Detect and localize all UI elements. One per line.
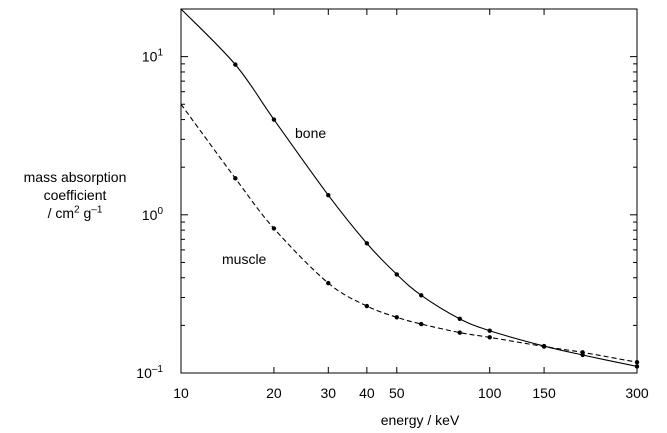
series-line-muscle — [180, 103, 638, 363]
data-point-bone — [326, 193, 331, 198]
data-point-bone — [364, 241, 370, 246]
data-point-muscle — [457, 330, 462, 335]
x-tick-label: 30 — [321, 385, 337, 401]
series-group — [180, 8, 640, 369]
series-label-bone: bone — [295, 125, 326, 141]
y-axis-label-line3: / cm2 g–1 — [47, 204, 103, 221]
data-point-muscle — [394, 315, 399, 320]
x-tick-label: 150 — [532, 385, 556, 401]
data-point-muscle — [487, 335, 492, 340]
x-tick-label: 40 — [359, 385, 375, 401]
y-axis-label-line2: coefficient — [43, 187, 107, 203]
tick-labels: 10 20 30 40 50 100 150 300 10–1 100 101 — [136, 48, 649, 401]
data-point-muscle — [364, 303, 370, 309]
data-point-muscle — [326, 280, 331, 286]
data-point-bone — [271, 117, 277, 122]
x-tick-label: 300 — [625, 385, 649, 401]
x-tick-label: 50 — [389, 385, 405, 401]
y-tick-label: 10–1 — [136, 364, 163, 381]
x-tick-label: 20 — [266, 385, 282, 401]
data-point-muscle — [541, 344, 547, 349]
plot-frame — [180, 8, 638, 374]
axis-ticks — [180, 8, 638, 374]
y-axis-label-line1: mass absorption — [23, 169, 127, 185]
series-label-muscle: muscle — [222, 251, 267, 267]
y-tick-label: 100 — [142, 206, 164, 223]
data-point-bone — [233, 62, 238, 67]
x-axis-label: energy / keV — [381, 412, 460, 428]
data-point-bone — [419, 293, 424, 298]
x-tick-label: 10 — [173, 385, 189, 401]
data-point-muscle — [580, 350, 585, 355]
x-tick-label: 100 — [478, 385, 502, 401]
data-point-muscle — [271, 226, 277, 231]
data-point-muscle — [233, 176, 238, 181]
y-axis-label: mass absorption coefficient / cm2 g–1 — [0, 168, 150, 222]
data-point-muscle — [419, 321, 424, 327]
y-tick-label: 101 — [142, 48, 164, 65]
data-point-bone — [394, 272, 399, 277]
data-point-bone — [487, 328, 492, 333]
data-point-muscle — [634, 360, 640, 365]
data-point-bone — [634, 364, 640, 369]
data-point-bone — [457, 316, 462, 322]
series-line-bone — [180, 8, 638, 367]
